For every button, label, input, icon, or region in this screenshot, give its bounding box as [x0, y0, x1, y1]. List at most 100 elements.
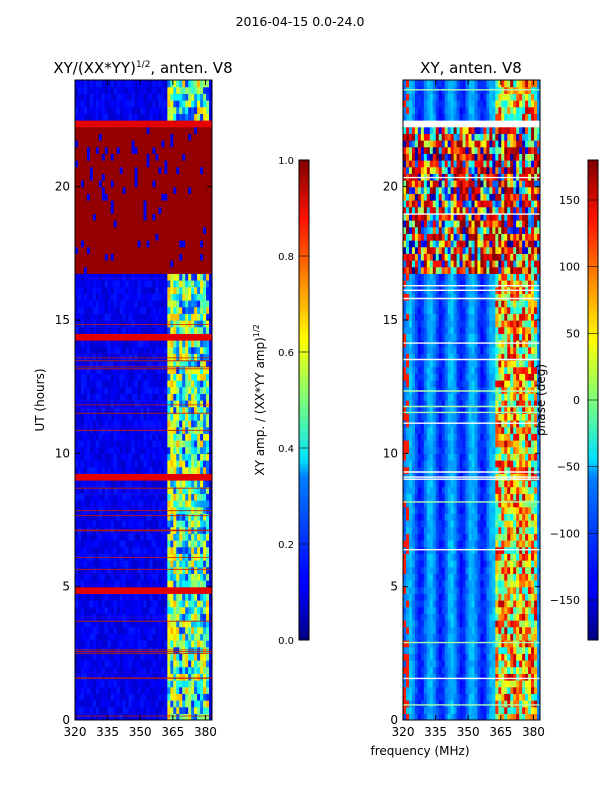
amplitude-heatmap-cell — [203, 286, 207, 294]
amplitude-heatmap-cell — [83, 340, 88, 348]
amplitude-heatmap-cell — [176, 140, 180, 148]
amplitude-heatmap-cell — [146, 260, 151, 268]
phase-heatmap-cell — [495, 700, 499, 708]
amplitude-heatmap-cell — [77, 306, 82, 314]
amplitude-heatmap-cell — [134, 420, 139, 428]
amplitude-heatmap-cell — [173, 326, 177, 334]
phase-heatmap-cell — [405, 706, 410, 714]
amplitude-heatmap-cell — [119, 673, 124, 681]
amplitude-heatmap-cell — [164, 593, 168, 601]
amplitude-heatmap-cell — [161, 546, 165, 554]
amplitude-heatmap-cell — [155, 706, 159, 714]
amplitude-heatmap-cell — [98, 573, 103, 581]
amplitude-heatmap-cell — [203, 446, 207, 454]
amplitude-heatmap-cell — [125, 680, 130, 688]
phase-heatmap-cell — [480, 646, 485, 654]
amplitude-heatmap-cell — [104, 386, 109, 394]
phase-heatmap-cell — [456, 653, 461, 661]
amplitude-heatmap-cell — [167, 626, 171, 634]
amplitude-heatmap-cell — [110, 113, 115, 121]
amplitude-heatmap-cell — [200, 293, 204, 301]
amplitude-heatmap-cell — [75, 593, 79, 601]
amplitude-heatmap-cell — [125, 313, 130, 321]
amplitude-heatmap-cell — [125, 286, 130, 294]
phase-heatmap-cell — [516, 693, 520, 701]
amplitude-heatmap-cell — [194, 220, 198, 228]
amplitude-heatmap-cell — [173, 300, 177, 308]
amplitude-heatmap-cell — [98, 533, 103, 541]
amplitude-heatmap-cell — [75, 473, 79, 481]
amplitude-heatmap-cell — [125, 626, 130, 634]
amplitude-heatmap-cell — [206, 480, 210, 488]
amplitude-heatmap-cell — [209, 620, 212, 628]
amplitude-heatmap-cell — [122, 433, 127, 441]
amplitude-heatmap-cell — [191, 413, 195, 421]
amplitude-heatmap-cell — [143, 520, 148, 528]
amplitude-heatmap-cell — [104, 140, 109, 148]
amplitude-heatmap-cell — [95, 646, 100, 654]
amplitude-heatmap-cell — [95, 333, 100, 341]
phase-heatmap-cell — [435, 693, 440, 701]
amplitude-heatmap-cell — [161, 560, 165, 568]
amplitude-heatmap-cell — [146, 573, 151, 581]
amplitude-heatmap-cell — [185, 366, 189, 374]
amplitude-heatmap-cell — [188, 133, 192, 141]
amplitude-heatmap-cell — [113, 93, 118, 101]
amplitude-heatmap-cell — [206, 573, 210, 581]
amplitude-heatmap-cell — [125, 166, 130, 174]
amplitude-heatmap-cell — [113, 326, 118, 334]
amplitude-heatmap-cell — [182, 613, 186, 621]
amplitude-heatmap-cell — [179, 160, 183, 168]
amplitude-heatmap-cell — [140, 486, 145, 494]
amplitude-heatmap-cell — [140, 693, 145, 701]
amplitude-heatmap-cell — [125, 546, 130, 554]
amplitude-heatmap-cell — [125, 473, 130, 481]
amplitude-heatmap-cell — [206, 313, 210, 321]
phase-heatmap-cell — [516, 713, 520, 720]
amplitude-heatmap-cell — [191, 93, 195, 101]
amplitude-heatmap-cell — [98, 260, 103, 268]
amplitude-heatmap-cell — [80, 326, 85, 334]
amplitude-heatmap-cell — [131, 380, 136, 388]
amplitude-heatmap-cell — [188, 413, 192, 421]
phase-heatmap-cell — [495, 713, 499, 720]
amplitude-heatmap-cell — [83, 493, 88, 501]
phase-heatmap-cell — [507, 706, 511, 714]
amplitude-heatmap-cell — [107, 473, 112, 481]
amplitude-heatmap-cell — [125, 273, 130, 281]
amplitude-heatmap-cell — [209, 593, 212, 601]
amplitude-heatmap-cell — [140, 153, 145, 161]
amplitude-heatmap-cell — [75, 560, 79, 568]
amplitude-heatmap-cell — [200, 286, 204, 294]
amplitude-heatmap-cell — [104, 700, 109, 708]
amplitude-heatmap-cell — [140, 613, 145, 621]
amplitude-heatmap-cell — [203, 700, 207, 708]
amplitude-heatmap-cell — [158, 500, 162, 508]
amplitude-heatmap-cell — [116, 106, 121, 114]
amplitude-heatmap-cell — [161, 280, 165, 288]
phase-heatmap-cell — [441, 673, 446, 681]
amplitude-heatmap-cell — [203, 240, 207, 248]
amplitude-heatmap-cell — [170, 233, 174, 241]
amplitude-heatmap-cell — [191, 453, 195, 461]
amplitude-heatmap-cell — [128, 100, 133, 108]
amplitude-heatmap-cell — [75, 566, 79, 574]
amplitude-heatmap-cell — [104, 626, 109, 634]
amplitude-heatmap-cell — [152, 260, 157, 268]
amplitude-heatmap-cell — [143, 593, 148, 601]
phase-heatmap-cell — [477, 666, 482, 674]
amplitude-heatmap-cell — [137, 546, 142, 554]
amplitude-heatmap-cell — [128, 440, 133, 448]
amplitude-heatmap-cell — [77, 360, 82, 368]
amplitude-heatmap-cell — [143, 260, 148, 268]
amplitude-heatmap-cell — [191, 513, 195, 521]
amplitude-heatmap-cell — [95, 466, 100, 474]
amplitude-heatmap-cell — [116, 86, 121, 94]
amplitude-heatmap-cell — [182, 593, 186, 601]
amplitude-heatmap-cell — [119, 193, 124, 201]
amplitude-heatmap-cell — [80, 620, 85, 628]
amplitude-heatmap-cell — [86, 246, 91, 254]
amplitude-heatmap-cell — [110, 660, 115, 668]
amplitude-heatmap-cell — [185, 340, 189, 348]
amplitude-heatmap-cell — [75, 513, 79, 521]
